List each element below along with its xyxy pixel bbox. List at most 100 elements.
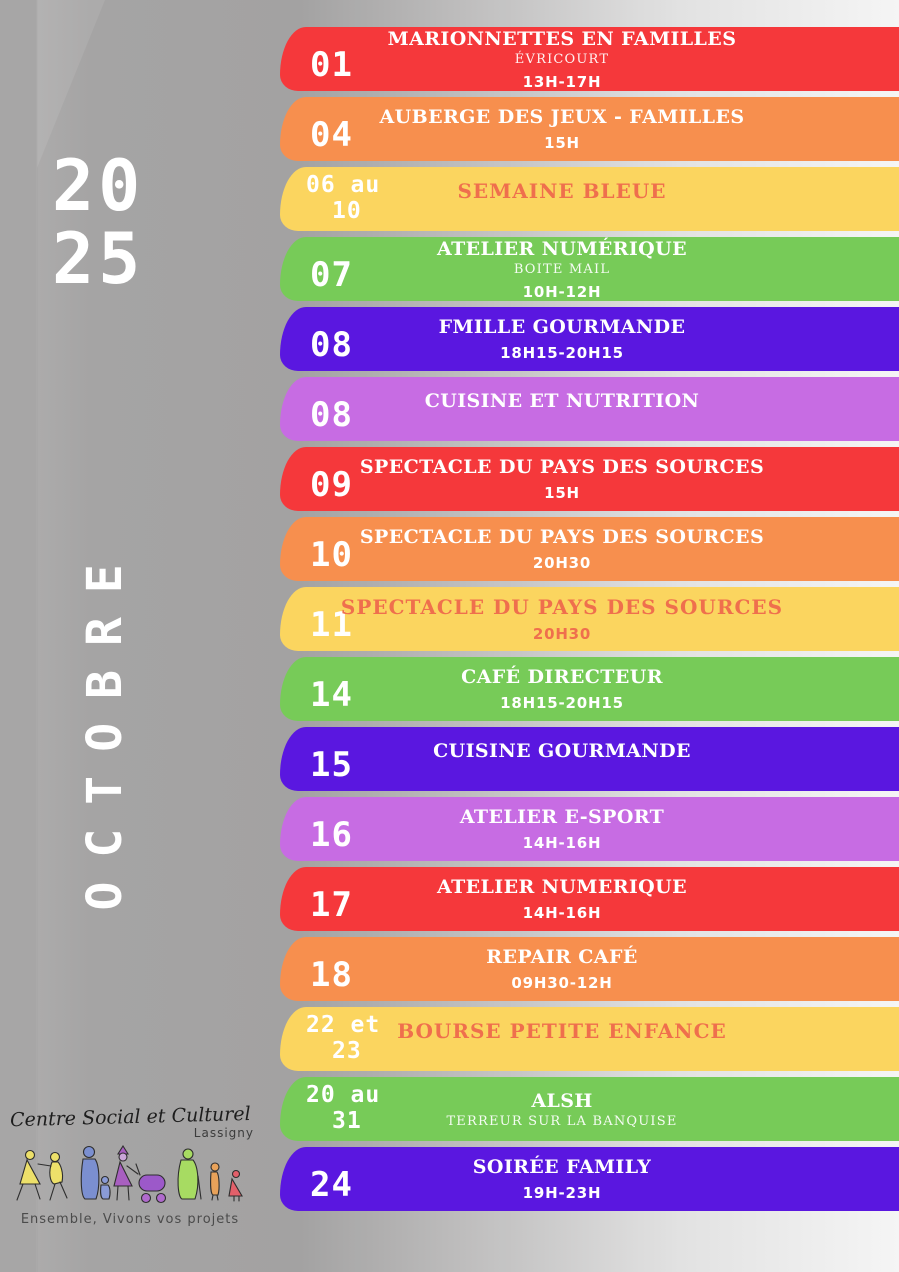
event-title: ALSH — [531, 1089, 593, 1112]
event-content: BOURSE PETITE ENFANCE — [280, 1007, 899, 1071]
event-time: 10H-12H — [522, 282, 602, 301]
event-date-line: 22 et — [306, 1012, 381, 1038]
event-time: 15H — [544, 134, 580, 152]
event-time: 18H15-20H15 — [500, 694, 624, 712]
event-content: ATELIER E-SPORT 14H-16H — [280, 797, 899, 861]
event-date-line: 10 — [310, 535, 353, 575]
event-content: ALSH TERREUR SUR LA BANQUISE — [280, 1077, 899, 1141]
event-content: SPECTACLE DU PAYS DES SOURCES 20H30 — [280, 587, 899, 651]
event-date: 18 — [310, 958, 353, 992]
event-row: 08 CUISINE ET NUTRITION — [280, 377, 899, 441]
event-title: ATELIER E-SPORT — [459, 806, 665, 828]
event-time: 14H-16H — [522, 834, 602, 852]
event-date: 11 — [310, 608, 353, 642]
logo-figures-icon — [16, 1144, 243, 1204]
event-date-line: 31 — [332, 1108, 362, 1134]
logo-tagline: Ensemble, Vivons vos projets — [20, 1212, 240, 1227]
event-content: AUBERGE DES JEUX - FAMILLES 15H — [280, 97, 899, 161]
event-date: 08 — [310, 398, 353, 432]
event-time: 14H-16H — [522, 904, 602, 922]
event-title: CAFÉ DIRECTEUR — [461, 666, 663, 688]
event-content: SPECTACLE DU PAYS DES SOURCES 15H — [280, 447, 899, 511]
event-date-line: 10 — [332, 198, 362, 224]
event-content: REPAIR CAFÉ 09H30-12H — [280, 937, 899, 1001]
event-content: CUISINE ET NUTRITION — [280, 377, 899, 441]
event-date: 06 au 10 — [306, 172, 380, 224]
event-title: SEMAINE BLEUE — [457, 179, 667, 203]
event-date-line: 08 — [310, 395, 353, 435]
event-content: FMILLE GOURMANDE 18H15-20H15 — [280, 307, 899, 371]
event-date-line: 07 — [310, 255, 353, 295]
event-content: CUISINE GOURMANDE — [280, 727, 899, 791]
event-date: 17 — [310, 888, 353, 922]
event-content: ATELIER NUMERIQUE 14H-16H — [280, 867, 899, 931]
event-title: CUISINE GOURMANDE — [433, 740, 691, 762]
year-line-1: 20 — [52, 145, 145, 227]
year-label: 20 25 — [52, 150, 144, 296]
event-content: SPECTACLE DU PAYS DES SOURCES 20H30 — [280, 517, 899, 581]
logo-town-label: Lassigny — [193, 1126, 254, 1140]
event-row: 10 SPECTACLE DU PAYS DES SOURCES 20H30 — [280, 517, 899, 581]
event-title: ATELIER NUMÉRIQUE — [437, 237, 687, 260]
event-date: 09 — [310, 468, 353, 502]
event-content: CAFÉ DIRECTEUR 18H15-20H15 — [280, 657, 899, 721]
event-title: SOIRÉE FAMILY — [472, 1156, 652, 1178]
event-date-line: 14 — [310, 675, 353, 715]
event-row: 22 et 23 BOURSE PETITE ENFANCE — [280, 1007, 899, 1071]
logo: Centre Social et Culturel Lassigny — [10, 1103, 260, 1227]
event-row: 18 REPAIR CAFÉ 09H30-12H — [280, 937, 899, 1001]
event-row: 08 FMILLE GOURMANDE 18H15-20H15 — [280, 307, 899, 371]
event-row: 14 CAFÉ DIRECTEUR 18H15-20H15 — [280, 657, 899, 721]
event-date-line: 09 — [310, 465, 353, 505]
event-row: 07 ATELIER NUMÉRIQUE BOITE MAIL 10H-12H — [280, 237, 899, 301]
event-row: 06 au 10 SEMAINE BLEUE — [280, 167, 899, 231]
event-date-line: 04 — [310, 115, 353, 155]
event-row: 16 ATELIER E-SPORT 14H-16H — [280, 797, 899, 861]
event-row: 09 SPECTACLE DU PAYS DES SOURCES 15H — [280, 447, 899, 511]
event-date-line: 17 — [310, 885, 353, 925]
event-content: SOIRÉE FAMILY 19H-23H — [280, 1147, 899, 1211]
events-list: 01 MARIONNETTES EN FAMILLES ÉVRICOURT 13H-1… — [280, 27, 899, 1211]
event-date: 15 — [310, 748, 353, 782]
event-date-line: 11 — [310, 605, 353, 645]
event-row: 01 MARIONNETTES EN FAMILLES ÉVRICOURT 13H-1… — [280, 27, 899, 91]
event-date-line: 08 — [310, 325, 353, 365]
event-title: CUISINE ET NUTRITION — [424, 390, 700, 412]
event-date-line: 23 — [332, 1038, 362, 1064]
event-date-line: 18 — [310, 955, 353, 995]
event-time: 15H — [544, 484, 580, 502]
event-title: SPECTACLE DU PAYS DES SOURCES — [359, 526, 765, 548]
event-subtitle: TERREUR SUR LA BANQUISE — [446, 1113, 678, 1129]
event-time: 19H-23H — [522, 1184, 602, 1202]
event-time: 09H30-12H — [511, 974, 613, 992]
event-title: AUBERGE DES JEUX - FAMILLES — [379, 106, 745, 128]
event-date: 01 — [310, 48, 353, 82]
event-date: 10 — [310, 538, 353, 572]
event-content: ATELIER NUMÉRIQUE BOITE MAIL 10H-12H — [280, 237, 899, 301]
month-label: OCTOBRE — [77, 539, 133, 910]
event-subtitle: BOITE MAIL — [513, 261, 611, 277]
event-row: 11 SPECTACLE DU PAYS DES SOURCES 20H30 — [280, 587, 899, 651]
event-date: 08 — [310, 328, 353, 362]
event-time: 20H30 — [532, 554, 592, 572]
year-line-2: 25 — [52, 218, 145, 300]
event-date: 14 — [310, 678, 353, 712]
event-date: 22 et 23 — [306, 1012, 380, 1064]
event-subtitle: ÉVRICOURT — [514, 51, 610, 67]
event-date: 24 — [310, 1168, 353, 1202]
event-time: 20H30 — [532, 625, 592, 643]
event-title: SPECTACLE DU PAYS DES SOURCES — [359, 456, 765, 478]
event-title: ATELIER NUMERIQUE — [437, 876, 687, 898]
event-title: MARIONNETTES EN FAMILLES — [387, 27, 737, 50]
event-content: SEMAINE BLEUE — [280, 167, 899, 231]
event-row: 24 SOIRÉE FAMILY 19H-23H — [280, 1147, 899, 1211]
event-row: 15 CUISINE GOURMANDE — [280, 727, 899, 791]
event-title: BOURSE PETITE ENFANCE — [397, 1019, 727, 1043]
event-title: FMILLE GOURMANDE — [438, 316, 686, 338]
event-date-line: 24 — [310, 1165, 353, 1205]
event-date-line: 06 au — [306, 172, 381, 198]
event-row: 04 AUBERGE DES JEUX - FAMILLES 15H — [280, 97, 899, 161]
event-row: 20 au 31 ALSH TERREUR SUR LA BANQUISE — [280, 1077, 899, 1141]
event-date-line: 16 — [310, 815, 353, 855]
